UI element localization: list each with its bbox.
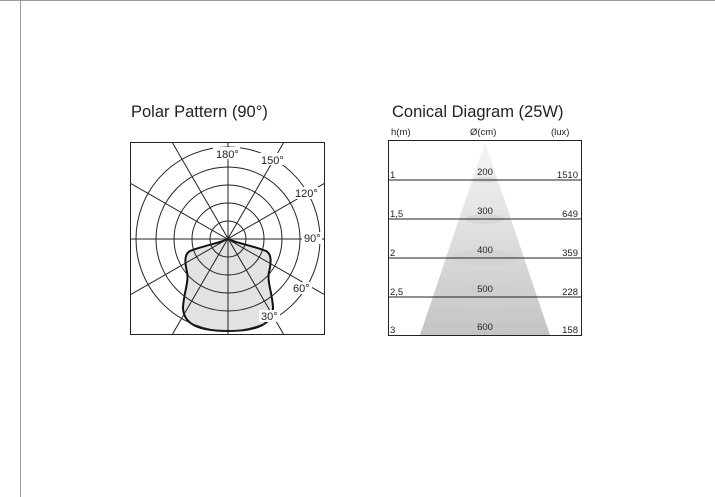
polar-title: Polar Pattern (90°) bbox=[131, 103, 268, 121]
polar-diagram: 180° 150° 120° 90° 60° 30° bbox=[130, 142, 325, 335]
height-header: h(m) bbox=[391, 127, 411, 138]
light-cone bbox=[420, 142, 550, 335]
diameter-header: Ø(cm) bbox=[470, 127, 497, 138]
lux-value: 649 bbox=[562, 209, 578, 220]
height-value: 1,5 bbox=[390, 209, 403, 220]
angle-label-30: 30° bbox=[261, 311, 278, 323]
height-value: 3 bbox=[390, 325, 395, 336]
angle-label-120: 120° bbox=[295, 188, 318, 200]
angle-label-90: 90° bbox=[304, 233, 321, 245]
height-value: 2 bbox=[390, 248, 395, 259]
conical-diagram: 1 200 1510 1,5 300 649 2 400 359 2,5 500… bbox=[388, 140, 582, 336]
left-border bbox=[20, 0, 21, 497]
angle-label-60: 60° bbox=[293, 283, 310, 295]
diameter-value: 500 bbox=[477, 284, 493, 295]
lux-value: 1510 bbox=[557, 170, 578, 181]
diameter-value: 200 bbox=[477, 167, 493, 178]
height-value: 2,5 bbox=[390, 287, 403, 298]
top-border bbox=[0, 0, 715, 1]
conical-row-lines bbox=[388, 179, 582, 298]
diameter-value: 600 bbox=[477, 322, 493, 333]
lux-value: 359 bbox=[562, 248, 578, 259]
diameter-value: 300 bbox=[477, 206, 493, 217]
lux-header: (lux) bbox=[551, 127, 570, 138]
angle-label-180: 180° bbox=[216, 149, 239, 161]
angle-label-150: 150° bbox=[261, 155, 284, 167]
conical-title: Conical Diagram (25W) bbox=[392, 103, 564, 121]
diameter-value: 400 bbox=[477, 245, 493, 256]
lux-value: 228 bbox=[562, 287, 578, 298]
height-value: 1 bbox=[390, 170, 395, 181]
lux-value: 158 bbox=[562, 325, 578, 336]
